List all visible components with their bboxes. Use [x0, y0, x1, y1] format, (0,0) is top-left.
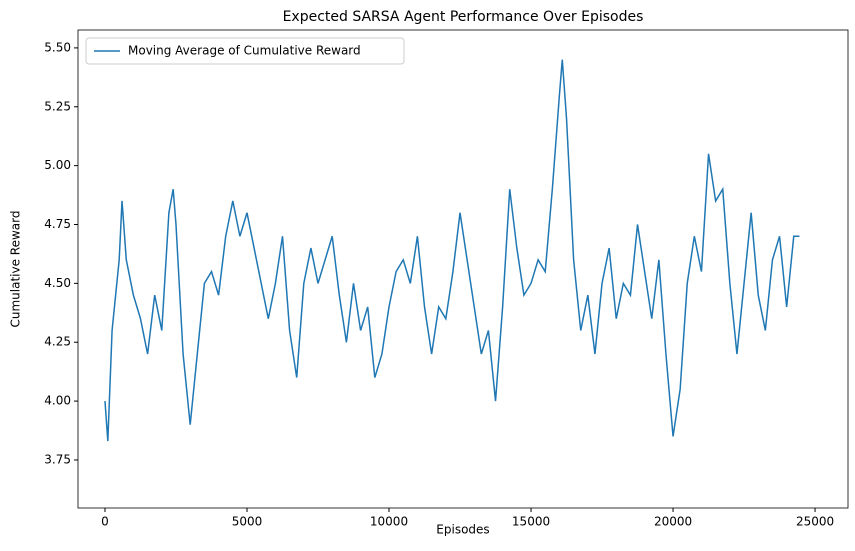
legend-box: [85, 37, 405, 65]
legend-label: Moving Average of Cumulative Reward: [128, 44, 361, 58]
chart-title: Expected SARSA Agent Performance Over Ep…: [283, 9, 644, 25]
data-line: [104, 59, 800, 442]
x-axis-label: Episodes: [436, 523, 489, 537]
y-tick-label: 4.25: [44, 335, 71, 349]
y-tick-label: 3.75: [44, 452, 71, 466]
y-tick-label: 4.00: [44, 394, 71, 408]
y-tick-label: 5.00: [44, 158, 71, 172]
x-tick-label: 0: [101, 515, 109, 529]
y-axis-label: Cumulative Reward: [9, 211, 23, 328]
y-tick-label: 4.75: [44, 217, 71, 231]
plot-frame: [77, 29, 849, 509]
y-tick-label: 5.25: [44, 99, 71, 113]
x-tick-label: 25000: [796, 515, 834, 529]
x-tick-label: 5000: [232, 515, 263, 529]
y-tick-label: 5.50: [44, 40, 71, 54]
y-tick-label: 4.50: [44, 276, 71, 290]
x-tick-label: 10000: [370, 515, 408, 529]
x-tick-label: 15000: [512, 515, 550, 529]
x-tick-label: 20000: [654, 515, 692, 529]
